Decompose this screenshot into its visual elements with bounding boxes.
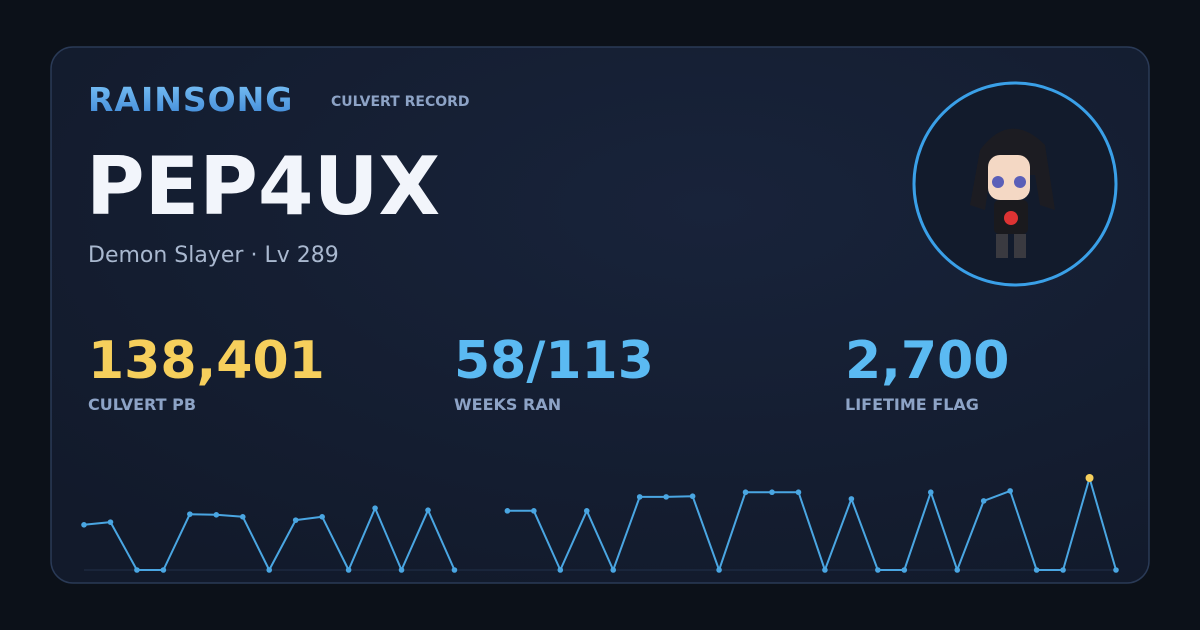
sparkline-point (769, 489, 775, 496)
sparkline-point (425, 507, 431, 513)
sparkline-point (1113, 567, 1119, 573)
sparkline-point (954, 567, 961, 573)
avatar (912, 81, 1118, 287)
sparkline-point (742, 489, 749, 496)
stat-label: CULVERT PB (88, 395, 196, 414)
avatar-emblem (1004, 211, 1018, 225)
sparkline-point (1007, 488, 1013, 494)
sparkline-point (689, 493, 696, 500)
sparkline (81, 474, 1119, 573)
avatar-face (988, 155, 1030, 200)
sparkline-point (822, 567, 828, 573)
stat-value: 2,700 (845, 331, 1009, 391)
sparkline-point (1060, 567, 1066, 573)
sparkline-point (398, 567, 405, 573)
sparkline-point (451, 567, 458, 573)
stat-value: 138,401 (88, 331, 325, 391)
sparkline-point (610, 567, 617, 573)
sparkline-point (239, 514, 246, 520)
sparkline-point (134, 567, 140, 573)
card (50, 46, 1150, 584)
avatar-leg (996, 234, 1008, 258)
player-info: Demon Slayer · Lv 289 (88, 243, 339, 268)
sparkline-point (1033, 567, 1040, 573)
sparkline-point (875, 567, 881, 573)
player-name: PEP4UX (86, 140, 440, 233)
sparkline-point (81, 521, 87, 528)
sparkline-point (160, 567, 167, 573)
sparkline-point (636, 494, 643, 500)
sparkline-point (266, 567, 273, 573)
stat-label: LIFETIME FLAG (845, 395, 979, 414)
avatar-eye (1014, 176, 1026, 188)
stats: 138,401 CULVERT PB 58/113 WEEKS RAN 2,700 LIF… (88, 331, 1009, 414)
sparkline-point (319, 514, 325, 520)
sparkline-point (504, 508, 511, 514)
sparkline-point (292, 517, 299, 523)
brand: RAINSONG (88, 80, 293, 119)
sparkline-point (663, 494, 669, 500)
sparkline-point (213, 512, 220, 518)
sparkline-point (531, 508, 537, 514)
sparkline-point (1085, 474, 1094, 482)
sparkline-point (557, 567, 564, 573)
sparkline-point (583, 508, 590, 514)
avatar-leg (1014, 234, 1026, 258)
sparkline-point (345, 567, 352, 573)
sparkline-point (927, 489, 934, 496)
sparkline-point (372, 505, 378, 511)
sparkline-point (980, 498, 987, 504)
sparkline-point (848, 496, 855, 502)
sparkline-point (795, 489, 802, 496)
avatar-eye (992, 176, 1004, 188)
sparkline-point (901, 567, 908, 573)
sparkline-point (107, 519, 114, 525)
stat-value: 58/113 (454, 331, 654, 391)
subtitle: CULVERT RECORD (331, 94, 470, 110)
sparkline-point (716, 567, 722, 573)
stat-label: WEEKS RAN (454, 395, 561, 414)
sparkline-point (187, 511, 193, 517)
